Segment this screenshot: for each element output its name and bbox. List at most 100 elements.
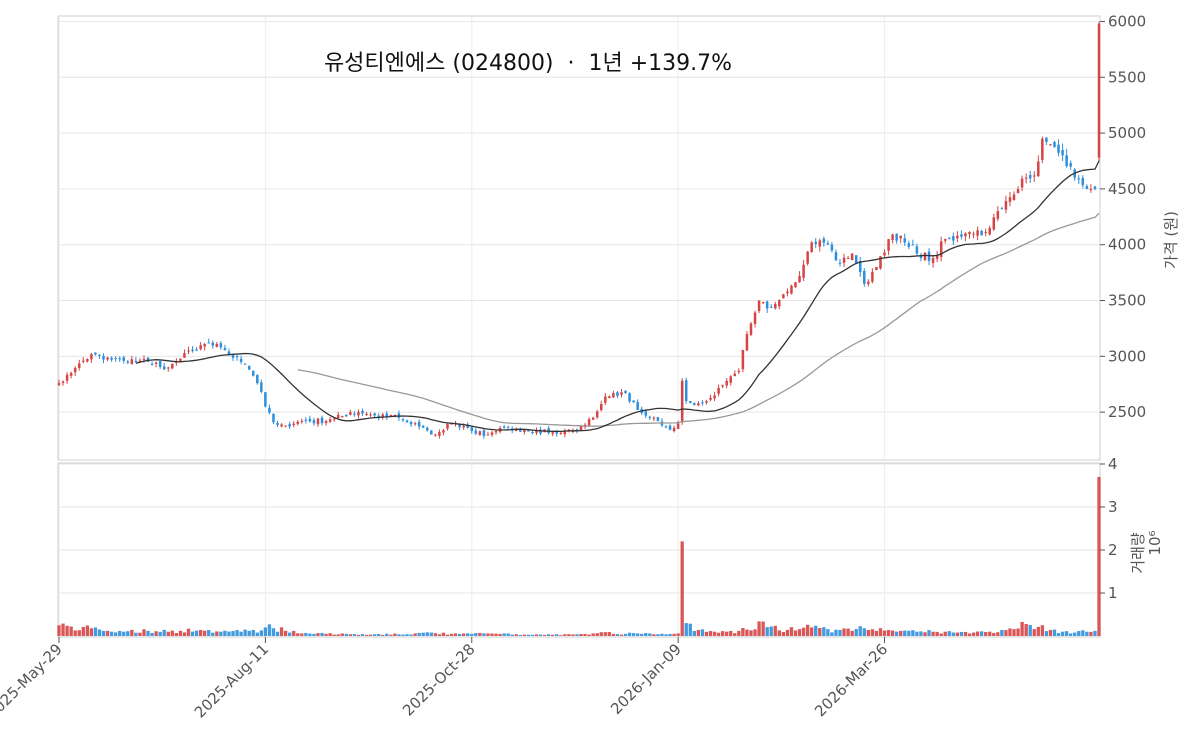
candle-body (126, 361, 130, 363)
volume-bar (866, 629, 870, 636)
volume-bar (607, 632, 612, 636)
volume-bar (927, 630, 931, 636)
candle-body (591, 417, 595, 420)
candle-body (956, 235, 959, 239)
candle-body (689, 401, 692, 404)
volume-bar (708, 631, 713, 636)
volume-bar (660, 633, 664, 636)
volume-bar (834, 629, 838, 636)
volume-bar (769, 626, 773, 636)
candle-body (713, 395, 716, 399)
volume-bar (146, 630, 150, 636)
candle-body (425, 427, 429, 431)
candle-body (656, 417, 660, 421)
candle-body (721, 385, 724, 387)
candle-body (802, 264, 805, 278)
volume-bar (506, 633, 510, 636)
volume-bar (81, 626, 85, 636)
candle-body (992, 217, 996, 230)
candle-body (753, 312, 757, 324)
volume-bar (421, 632, 425, 636)
candle-body (964, 233, 967, 237)
candle-body (312, 420, 316, 424)
volume-bar (227, 631, 231, 636)
volume-bar (971, 632, 976, 636)
volume-bar (692, 630, 696, 636)
candle-body (879, 256, 882, 269)
volume-bar (765, 627, 769, 636)
candle-body (142, 358, 146, 360)
volume-bar (219, 631, 223, 636)
volume-bar (158, 631, 162, 636)
candle-body (490, 432, 494, 435)
candle-body (733, 373, 737, 377)
volume-bar (858, 626, 862, 636)
volume-bar (810, 627, 814, 636)
volume-bar (814, 625, 818, 636)
candle-body (911, 244, 915, 246)
volume-tick-label: 1 (1108, 584, 1118, 602)
volume-bar (870, 629, 875, 636)
candle-body (919, 254, 923, 259)
candle-body (1024, 177, 1028, 179)
price-tick-label: 4500 (1108, 180, 1146, 198)
volume-bar (255, 632, 259, 636)
volume-bar (595, 633, 599, 636)
price-tick-label: 5000 (1108, 124, 1146, 142)
candle-body (223, 347, 227, 351)
candle-body (264, 392, 267, 407)
candle-body (470, 427, 474, 432)
candle-body (102, 355, 105, 360)
volume-bar (453, 633, 458, 636)
volume-bar (615, 634, 620, 636)
candle-body (786, 291, 789, 294)
candle-body (110, 357, 113, 360)
volume-bar (526, 634, 531, 636)
volume-bar (850, 630, 854, 636)
volume-bar (915, 631, 919, 636)
volume-bar (753, 629, 757, 636)
volume-bar (409, 634, 413, 636)
candle-body (996, 211, 1000, 219)
candle-body (749, 323, 753, 335)
candle-body (519, 428, 522, 432)
volume-bar (235, 630, 239, 636)
candle-body (757, 300, 761, 312)
volume-bar (599, 632, 603, 636)
volume-bar (640, 633, 644, 636)
candle-body (765, 301, 769, 309)
volume-bar (449, 633, 454, 636)
candle-body (806, 251, 809, 264)
candle-body (863, 270, 866, 284)
volume-bar (591, 633, 595, 636)
volume-bar (907, 630, 911, 636)
candle-body (215, 343, 219, 347)
candle-body (199, 345, 202, 350)
volume-bar (429, 632, 433, 636)
candle-body (761, 302, 765, 304)
candle-body (409, 422, 413, 425)
volume-bar (903, 630, 907, 636)
volume-bar (1016, 628, 1020, 636)
price-tick-label: 2500 (1108, 403, 1146, 421)
candle-body (822, 238, 826, 243)
volume-bar (1069, 633, 1073, 636)
volume-bar (741, 628, 745, 636)
volume-bar (1040, 625, 1045, 636)
volume-bar (530, 634, 535, 636)
price-axis-label: 가격 (원) (1162, 211, 1180, 269)
volume-bar (672, 633, 676, 636)
volume-bar (801, 627, 806, 636)
candle-body (899, 235, 902, 239)
volume-bar (749, 630, 753, 636)
volume-bar (300, 633, 304, 636)
volume-bar (1008, 628, 1012, 636)
candle-body (284, 425, 287, 427)
price-tick-label: 4000 (1108, 236, 1146, 254)
volume-bar (919, 631, 923, 636)
volume-bar (267, 624, 272, 636)
volume-bar (368, 634, 373, 636)
candle-body (968, 232, 971, 235)
volume-bar (328, 633, 332, 636)
candle-body (353, 413, 356, 415)
